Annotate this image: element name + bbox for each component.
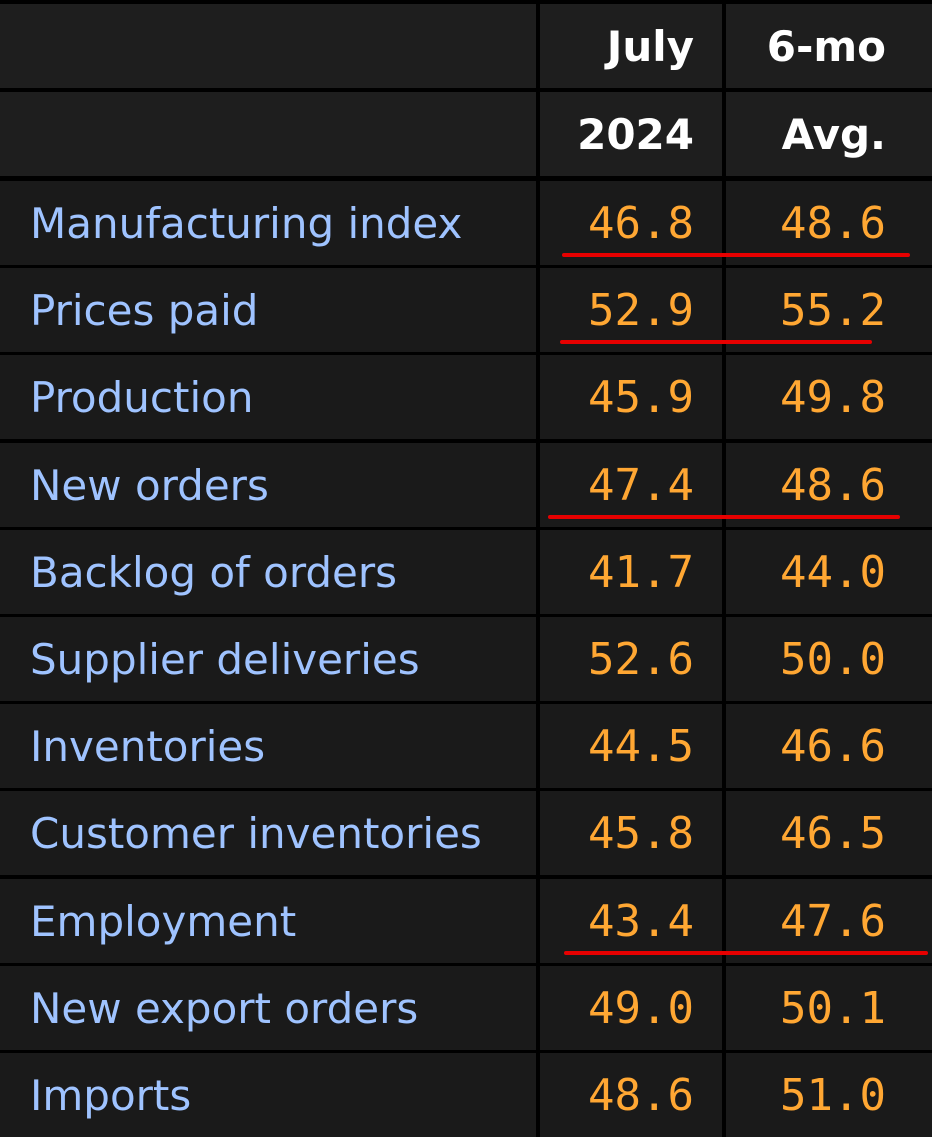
july-2024-value: 46.8 <box>588 197 694 249</box>
table-row: New orders 47.4 48.6 <box>0 443 932 527</box>
header-col2-cell: Avg. <box>726 92 932 176</box>
july-2024-value: 43.4 <box>588 895 694 947</box>
avg-value-cell: 48.6 <box>726 443 932 527</box>
row-label: Customer inventories <box>30 808 482 858</box>
avg-value-cell: 46.6 <box>726 704 932 788</box>
header-col2-line1: 6-mo <box>766 21 886 71</box>
table-row: Customer inventories 45.8 46.5 <box>0 791 932 875</box>
row-label-cell: New orders <box>0 443 536 527</box>
six-month-avg-value: 55.2 <box>780 284 886 336</box>
table-row: Production 45.9 49.8 <box>0 355 932 439</box>
six-month-avg-value: 50.0 <box>780 633 886 685</box>
six-month-avg-value: 48.6 <box>780 197 886 249</box>
row-label-cell: Imports <box>0 1053 536 1137</box>
six-month-avg-value: 51.0 <box>780 1069 886 1121</box>
avg-value-cell: 50.1 <box>726 966 932 1050</box>
table-row: Manufacturing index 46.8 48.6 <box>0 181 932 265</box>
row-label-cell: Production <box>0 355 536 439</box>
row-label-cell: Customer inventories <box>0 791 536 875</box>
july-2024-value: 45.8 <box>588 807 694 859</box>
header-col1-cell: 2024 <box>540 92 722 176</box>
july-2024-value: 52.9 <box>588 284 694 336</box>
header-blank-cell <box>0 92 536 176</box>
header-col2-cell: 6-mo <box>726 4 932 88</box>
row-label-cell: Supplier deliveries <box>0 617 536 701</box>
july-2024-value: 44.5 <box>588 720 694 772</box>
avg-value-cell: 50.0 <box>726 617 932 701</box>
table-row: Imports 48.6 51.0 <box>0 1053 932 1137</box>
header-col1-cell: July <box>540 4 722 88</box>
table-row: Supplier deliveries 52.6 50.0 <box>0 617 932 701</box>
avg-value-cell: 51.0 <box>726 1053 932 1137</box>
table-row: Employment 43.4 47.6 <box>0 879 932 963</box>
six-month-avg-value: 47.6 <box>780 895 886 947</box>
row-label: Imports <box>30 1070 192 1120</box>
july-value-cell: 52.6 <box>540 617 722 701</box>
july-2024-value: 45.9 <box>588 371 694 423</box>
six-month-avg-value: 46.5 <box>780 807 886 859</box>
july-2024-value: 52.6 <box>588 633 694 685</box>
row-label: Inventories <box>30 721 266 771</box>
row-label: Manufacturing index <box>30 198 463 248</box>
avg-value-cell: 44.0 <box>726 530 932 614</box>
row-label: New orders <box>30 460 269 510</box>
july-2024-value: 49.0 <box>588 982 694 1034</box>
table-row: Inventories 44.5 46.6 <box>0 704 932 788</box>
row-label: New export orders <box>30 983 419 1033</box>
six-month-avg-value: 50.1 <box>780 982 886 1034</box>
july-value-cell: 45.8 <box>540 791 722 875</box>
row-label-cell: New export orders <box>0 966 536 1050</box>
avg-value-cell: 49.8 <box>726 355 932 439</box>
july-value-cell: 52.9 <box>540 268 722 352</box>
header-row-1: July 6-mo <box>0 4 932 88</box>
row-label-cell: Backlog of orders <box>0 530 536 614</box>
table-row: Prices paid 52.9 55.2 <box>0 268 932 352</box>
july-value-cell: 44.5 <box>540 704 722 788</box>
six-month-avg-value: 49.8 <box>780 371 886 423</box>
red-underline-annotation <box>560 340 872 344</box>
july-value-cell: 43.4 <box>540 879 722 963</box>
six-month-avg-value: 46.6 <box>780 720 886 772</box>
july-value-cell: 48.6 <box>540 1053 722 1137</box>
header-col2-line2: Avg. <box>781 109 886 159</box>
table-row: New export orders 49.0 50.1 <box>0 966 932 1050</box>
table-row: Backlog of orders 41.7 44.0 <box>0 530 932 614</box>
row-label: Prices paid <box>30 285 259 335</box>
july-value-cell: 46.8 <box>540 181 722 265</box>
july-value-cell: 49.0 <box>540 966 722 1050</box>
row-label-cell: Employment <box>0 879 536 963</box>
row-label: Backlog of orders <box>30 547 398 597</box>
july-value-cell: 45.9 <box>540 355 722 439</box>
header-row-2: 2024 Avg. <box>0 92 932 176</box>
july-value-cell: 47.4 <box>540 443 722 527</box>
header-col1-line2: 2024 <box>577 109 694 159</box>
row-label: Employment <box>30 896 297 946</box>
row-label-cell: Inventories <box>0 704 536 788</box>
six-month-avg-value: 44.0 <box>780 546 886 598</box>
header-blank-cell <box>0 4 536 88</box>
row-label: Production <box>30 372 254 422</box>
avg-value-cell: 46.5 <box>726 791 932 875</box>
row-label-cell: Manufacturing index <box>0 181 536 265</box>
july-value-cell: 41.7 <box>540 530 722 614</box>
july-2024-value: 41.7 <box>588 546 694 598</box>
july-2024-value: 47.4 <box>588 459 694 511</box>
row-label: Supplier deliveries <box>30 634 420 684</box>
red-underline-annotation <box>548 515 900 519</box>
july-2024-value: 48.6 <box>588 1069 694 1121</box>
six-month-avg-value: 48.6 <box>780 459 886 511</box>
header-col1-line1: July <box>606 21 694 71</box>
red-underline-annotation <box>562 253 910 257</box>
avg-value-cell: 47.6 <box>726 879 932 963</box>
red-underline-annotation <box>564 951 928 955</box>
row-label-cell: Prices paid <box>0 268 536 352</box>
avg-value-cell: 48.6 <box>726 181 932 265</box>
avg-value-cell: 55.2 <box>726 268 932 352</box>
